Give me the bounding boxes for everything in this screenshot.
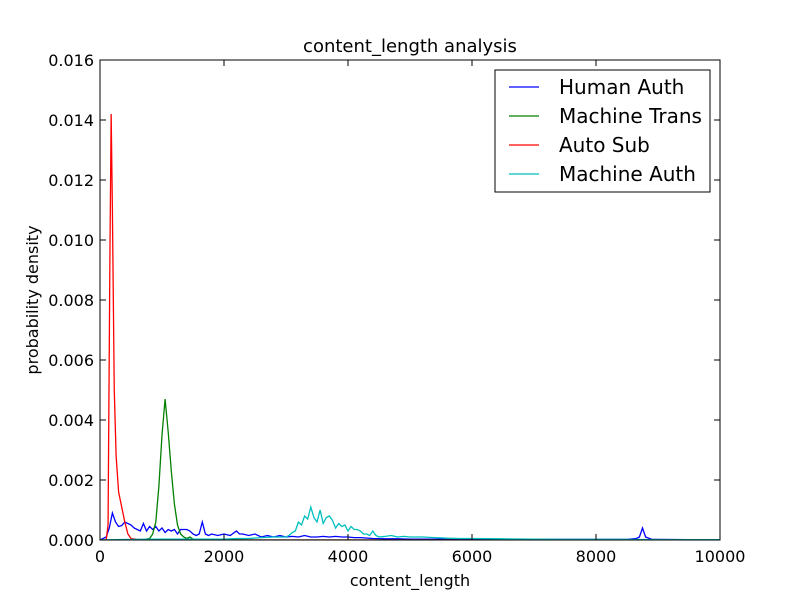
x-tick-label: 4000: [328, 547, 369, 566]
x-tick-label: 10000: [695, 547, 746, 566]
x-tick-label: 0: [95, 547, 105, 566]
x-tick-label: 8000: [576, 547, 617, 566]
y-tick-label: 0.008: [48, 291, 94, 310]
chart-title: content_length analysis: [303, 36, 517, 57]
series-line-auto-sub: [100, 113, 720, 540]
legend-label: Auto Sub: [559, 133, 650, 157]
series-line-machine-trans: [100, 398, 720, 540]
legend-label: Machine Auth: [559, 162, 696, 186]
x-tick-label: 6000: [452, 547, 493, 566]
x-axis: 0 2000 4000 6000 8000 10000: [95, 60, 746, 566]
x-axis-label: content_length: [350, 571, 470, 591]
y-tick-label: 0.000: [48, 531, 94, 550]
x-tick-label: 2000: [204, 547, 245, 566]
series-line-machine-auth: [100, 504, 720, 540]
y-tick-label: 0.012: [48, 171, 94, 190]
series-group: [100, 113, 720, 540]
y-tick-label: 0.014: [48, 111, 94, 130]
legend-label: Human Auth: [559, 75, 684, 99]
legend: Human Auth Machine Trans Auto Sub Machine A…: [494, 69, 711, 193]
y-tick-label: 0.016: [48, 51, 94, 70]
y-tick-label: 0.002: [48, 471, 94, 490]
y-axis-label: probability density: [23, 225, 42, 374]
y-tick-label: 0.004: [48, 411, 94, 430]
y-tick-label: 0.006: [48, 351, 94, 370]
y-tick-label: 0.010: [48, 231, 94, 250]
legend-box: [494, 69, 711, 193]
legend-label: Machine Trans: [559, 104, 702, 128]
y-axis: 0.000 0.002 0.004 0.006 0.008 0.010 0.012 0.014…: [48, 51, 720, 550]
